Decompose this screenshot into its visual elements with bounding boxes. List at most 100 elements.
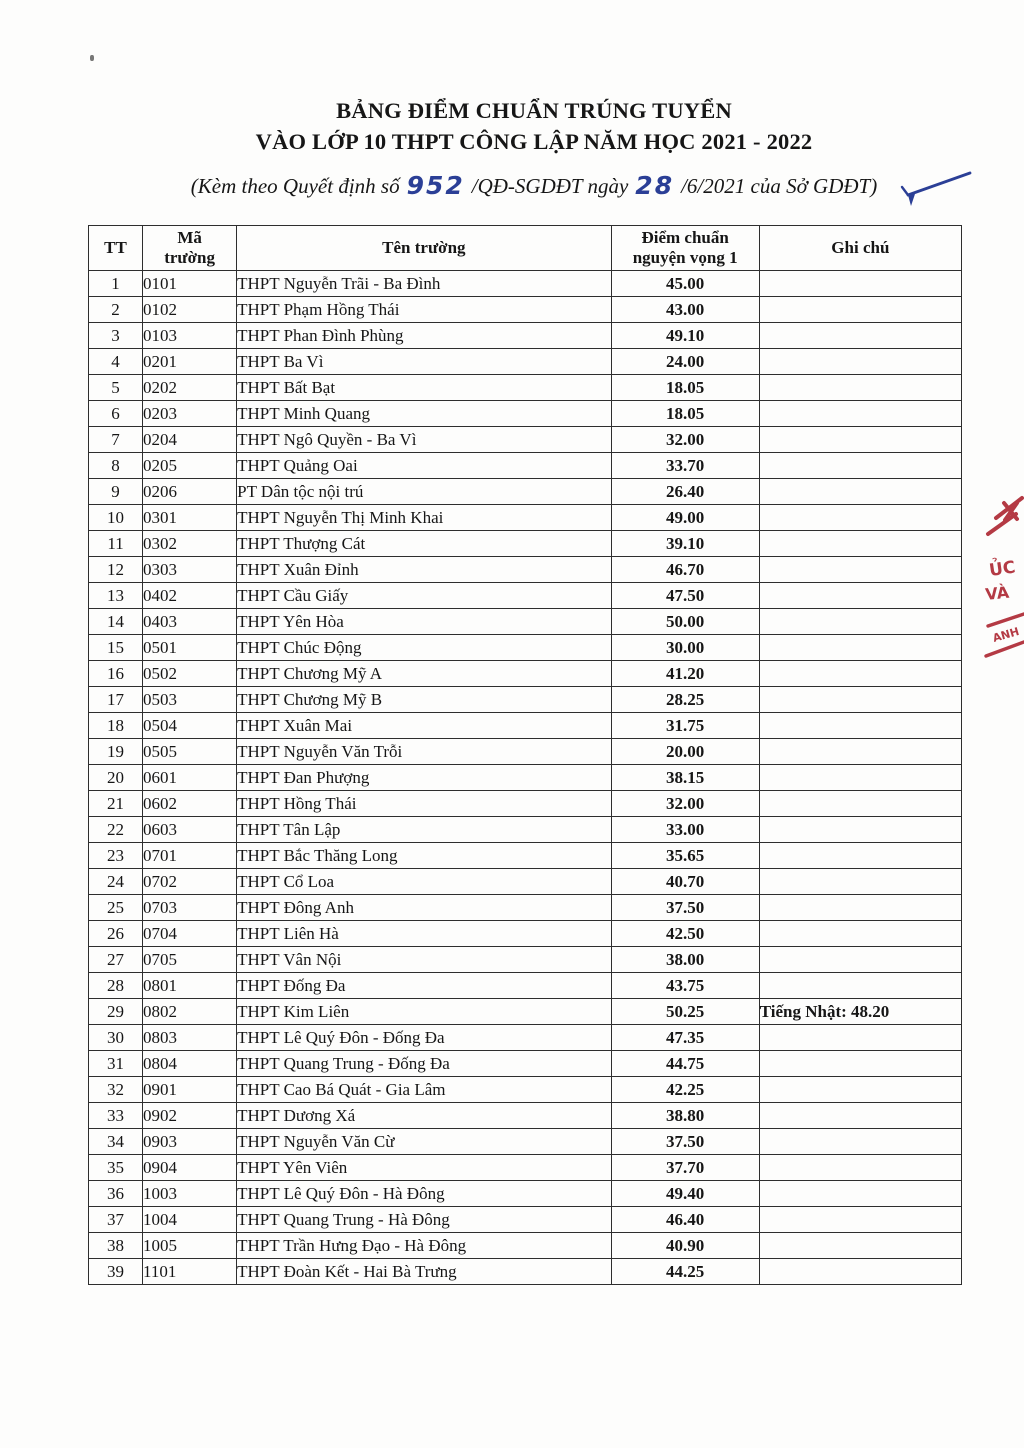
cell-score: 50.00 (610, 608, 760, 635)
cell-score: 38.15 (610, 764, 760, 791)
cell-name: THPT Quang Trung - Hà Đông (236, 1206, 612, 1233)
cell-tt: 18 (87, 712, 144, 739)
cell-score: 37.50 (610, 894, 760, 921)
cell-code: 0801 (142, 972, 238, 999)
cell-name: THPT Nguyễn Văn Cừ (236, 1128, 612, 1155)
cell-code: 0103 (142, 322, 238, 349)
table-row: 37 1004 THPT Quang Trung - Hà Đông 46.40 (87, 1206, 963, 1233)
cell-name: THPT Trần Hưng Đạo - Hà Đông (236, 1232, 612, 1259)
cell-score: 18.05 (610, 400, 760, 427)
cell-score: 35.65 (610, 842, 760, 869)
cell-name: THPT Bất Bạt (236, 374, 612, 401)
cell-tt: 27 (87, 946, 144, 973)
cell-tt: 23 (87, 842, 144, 869)
table-row: 34 0903 THPT Nguyễn Văn Cừ 37.50 (87, 1128, 963, 1155)
cell-code: 1005 (142, 1232, 238, 1259)
cell-score: 40.70 (610, 868, 760, 895)
cell-name: THPT Chương Mỹ A (236, 660, 612, 687)
cell-code: 0601 (142, 764, 238, 791)
table-row: 10 0301 THPT Nguyễn Thị Minh Khai 49.00 (87, 504, 963, 531)
cell-note (758, 608, 963, 635)
cell-code: 0703 (142, 894, 238, 921)
cell-name: THPT Kim Liên (236, 998, 612, 1025)
scan-speck (90, 55, 94, 61)
cell-code: 0204 (142, 426, 238, 453)
cell-name: THPT Thượng Cát (236, 530, 612, 557)
cell-note (758, 1206, 963, 1233)
cell-note (758, 426, 963, 453)
cell-note: Tiếng Nhật: 48.20 (758, 998, 963, 1025)
cell-name: THPT Nguyễn Thị Minh Khai (236, 504, 612, 531)
cell-tt: 25 (87, 894, 144, 921)
cell-code: 0302 (142, 530, 238, 557)
cell-score: 32.00 (610, 426, 760, 453)
column-header-code: Mã trường (142, 225, 238, 271)
cell-tt: 13 (87, 582, 144, 609)
cell-score: 43.75 (610, 972, 760, 999)
cell-score: 37.50 (610, 1128, 760, 1155)
cell-tt: 37 (87, 1206, 144, 1233)
table-row: 39 1101 THPT Đoàn Kết - Hai Bà Trưng 44.25 (87, 1258, 963, 1285)
cell-name: THPT Hồng Thái (236, 790, 612, 817)
table-row: 8 0205 THPT Quảng Oai 33.70 (87, 452, 963, 479)
cell-score: 18.05 (610, 374, 760, 401)
cell-note (758, 1154, 963, 1181)
cell-name: THPT Đoàn Kết - Hai Bà Trưng (236, 1258, 612, 1285)
table-row: 24 0702 THPT Cổ Loa 40.70 (87, 868, 963, 895)
cell-name: THPT Chương Mỹ B (236, 686, 612, 713)
document-header: BẢNG ĐIỂM CHUẨN TRÚNG TUYỂN VÀO LỚP 10 T… (88, 95, 980, 200)
table-row: 23 0701 THPT Bắc Thăng Long 35.65 (87, 842, 963, 869)
cell-tt: 2 (87, 296, 144, 323)
cell-name: THPT Lê Quý Đôn - Đống Đa (236, 1024, 612, 1051)
cell-note (758, 296, 963, 323)
cell-note (758, 790, 963, 817)
cell-code: 0205 (142, 452, 238, 479)
cell-code: 0704 (142, 920, 238, 947)
cell-tt: 36 (87, 1180, 144, 1207)
cell-note (758, 504, 963, 531)
cell-name: THPT Phạm Hồng Thái (236, 296, 612, 323)
cell-note (758, 712, 963, 739)
cell-score: 44.25 (610, 1258, 760, 1285)
document-subtitle: (Kèm theo Quyết định số 952/QĐ-SGDĐT ngày… (88, 170, 980, 200)
cell-code: 0803 (142, 1024, 238, 1051)
partial-red-stamp-icon: ỦC VÀ ANH (984, 496, 1024, 658)
cell-code: 0902 (142, 1102, 238, 1129)
cell-name: THPT Dương Xá (236, 1102, 612, 1129)
table-row: 30 0803 THPT Lê Quý Đôn - Đống Đa 47.35 (87, 1024, 963, 1051)
cell-code: 0603 (142, 816, 238, 843)
cell-name: THPT Đan Phượng (236, 764, 612, 791)
cell-tt: 26 (87, 920, 144, 947)
stamp-fragment-3: ANH (991, 625, 1020, 645)
stamp-fragment-2: VÀ (984, 583, 1010, 604)
cell-note (758, 842, 963, 869)
cell-name: PT Dân tộc nội trú (236, 478, 612, 505)
cell-score: 49.00 (610, 504, 760, 531)
table-row: 25 0703 THPT Đông Anh 37.50 (87, 894, 963, 921)
cell-name: THPT Yên Viên (236, 1154, 612, 1181)
table-row: 4 0201 THPT Ba Vì 24.00 (87, 348, 963, 375)
table-header-row: TT Mã trường Tên trường Điểm chuẩn nguyệ… (87, 225, 963, 271)
table-row: 6 0203 THPT Minh Quang 18.05 (87, 400, 963, 427)
cell-score: 38.00 (610, 946, 760, 973)
cell-score: 33.70 (610, 452, 760, 479)
cell-score: 47.35 (610, 1024, 760, 1051)
cell-tt: 35 (87, 1154, 144, 1181)
cell-note (758, 894, 963, 921)
cell-score: 38.80 (610, 1102, 760, 1129)
cell-note (758, 1258, 963, 1285)
cell-note (758, 400, 963, 427)
cell-note (758, 1076, 963, 1103)
cell-code: 1101 (142, 1258, 238, 1285)
subtitle-middle: /QĐ-SGDĐT ngày (471, 174, 629, 198)
document-title-line1: BẢNG ĐIỂM CHUẨN TRÚNG TUYỂN (336, 98, 732, 123)
table-row: 21 0602 THPT Hồng Thái 32.00 (87, 790, 963, 817)
cell-note (758, 920, 963, 947)
cell-note (758, 660, 963, 687)
table-row: 19 0505 THPT Nguyễn Văn Trỗi 20.00 (87, 738, 963, 765)
cell-code: 1003 (142, 1180, 238, 1207)
cell-tt: 39 (87, 1258, 144, 1285)
cell-tt: 19 (87, 738, 144, 765)
cell-note (758, 1232, 963, 1259)
cell-name: THPT Yên Hòa (236, 608, 612, 635)
